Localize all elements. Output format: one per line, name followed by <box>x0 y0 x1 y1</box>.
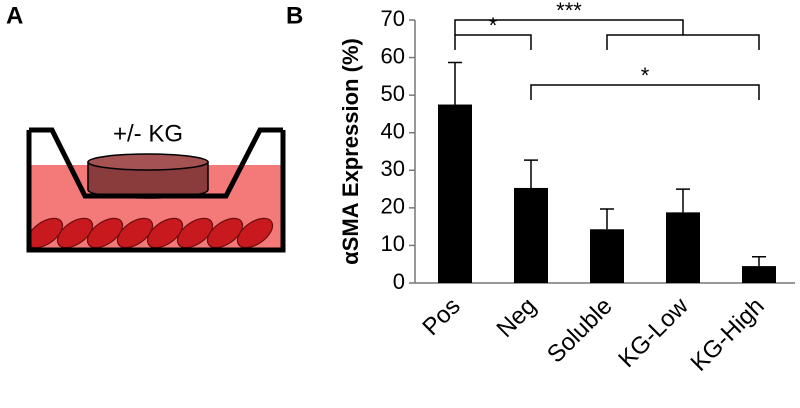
annotation: * <box>489 13 498 38</box>
y-tick-label: 60 <box>381 43 405 68</box>
well <box>26 130 286 253</box>
bar <box>514 187 548 283</box>
significance-bracket <box>454 34 532 50</box>
x-tick-label: KG-Low <box>613 292 694 373</box>
x-tick-label: Neg <box>492 293 542 343</box>
error-bar <box>524 159 538 188</box>
y-axis-label: αSMA Expression (%) <box>338 38 363 265</box>
x-tick-label: Soluble <box>542 293 618 369</box>
y-tick-label: 40 <box>381 119 405 144</box>
bar <box>438 104 472 284</box>
x-tick-label: KG-High <box>686 293 770 377</box>
x-tick-label: Pos <box>417 293 465 341</box>
annotation: *** <box>556 0 582 23</box>
y-tick-label: 70 <box>381 6 405 31</box>
panel-label: A <box>6 2 23 29</box>
y-tick-label: 0 <box>393 269 405 294</box>
y-tick-label: 30 <box>381 156 405 181</box>
gel-disc <box>87 153 209 199</box>
error-bar <box>752 255 766 267</box>
error-bar <box>600 208 614 230</box>
bar <box>742 266 776 283</box>
significance-bracket <box>606 34 760 50</box>
annotation: * <box>641 63 650 88</box>
bar <box>590 229 624 283</box>
y-tick-label: 10 <box>381 231 405 256</box>
significance-bracket <box>454 19 684 35</box>
significance-bracket <box>530 84 760 100</box>
diagram-label: +/- KG <box>113 120 183 147</box>
error-bar <box>676 188 690 213</box>
panel-label: B <box>286 2 303 29</box>
well-diagram: +/- KG <box>26 120 286 253</box>
bar <box>666 212 700 283</box>
cells <box>26 217 274 249</box>
y-tick-label: 50 <box>381 81 405 106</box>
error-bar <box>448 61 462 105</box>
insert <box>29 127 283 199</box>
y-tick-label: 20 <box>381 194 405 219</box>
